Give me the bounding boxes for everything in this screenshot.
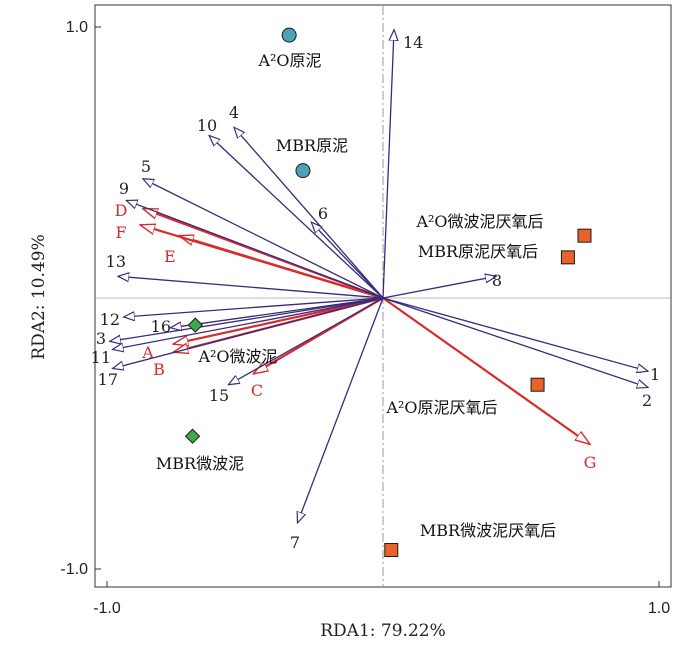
samples (184, 27, 592, 558)
x-tick-label: -1.0 (93, 600, 121, 617)
sample-marker-diamond (184, 428, 201, 444)
species-label-11: 11 (91, 348, 111, 367)
env-label-d: D (115, 201, 128, 220)
species-label-14: 14 (403, 33, 423, 52)
y-tick-label: -1.0 (60, 561, 88, 578)
env-label-a: A (141, 343, 154, 362)
species-arrow-1 (382, 297, 648, 371)
species-arrow-8 (382, 276, 496, 299)
species-arrow-16 (170, 297, 384, 328)
point-labels: 1234567891011121314151617ABCDEFGA²O原泥MBR… (91, 33, 661, 552)
species-arrow-15 (228, 297, 384, 385)
env-arrow-a (173, 296, 384, 344)
sample-label: MBR原泥厌氧后 (418, 242, 538, 261)
species-arrow-4 (234, 127, 384, 299)
sample-marker-circle (281, 27, 297, 43)
env-label-c: C (251, 381, 263, 400)
y-axis-label: RDA2: 10.49% (29, 234, 49, 359)
species-label-1: 1 (650, 365, 660, 384)
species-arrow-17 (113, 297, 384, 368)
axis-ticks: -1.0 1.0 1.0 -1.0 (60, 19, 670, 617)
species-label-17: 17 (98, 370, 118, 389)
species-label-4: 4 (229, 103, 239, 122)
env-label-f: F (115, 223, 126, 242)
species-label-5: 5 (141, 157, 151, 176)
sample-label: A²O原泥厌氧后 (385, 398, 497, 417)
species-label-2: 2 (642, 391, 652, 410)
sample-marker-square (384, 543, 399, 558)
species-arrow-11 (113, 297, 384, 349)
env-label-g: G (584, 453, 597, 472)
species-label-8: 8 (492, 271, 502, 290)
species-arrow-9 (126, 200, 384, 299)
species-arrow-12 (124, 297, 384, 317)
species-label-13: 13 (106, 252, 126, 271)
sample-marker-diamond (187, 317, 204, 333)
species-arrow-2 (382, 297, 648, 387)
sample-label: A²O原泥 (257, 51, 321, 70)
env-arrow-f (140, 225, 384, 300)
sample-marker-square (530, 377, 545, 392)
species-label-12: 12 (100, 310, 120, 329)
species-arrow-3 (110, 297, 384, 341)
sample-label: MBR微波泥 (156, 454, 244, 473)
y-tick-label: 1.0 (66, 19, 88, 36)
species-arrow-7 (297, 297, 384, 523)
species-arrow-14 (382, 30, 394, 299)
env-arrow-g (382, 297, 590, 444)
species-arrows (110, 30, 648, 523)
species-label-3: 3 (96, 329, 106, 348)
species-label-7: 7 (290, 533, 300, 552)
species-arrow-10 (209, 135, 384, 299)
sample-label: MBR原泥 (276, 136, 348, 155)
sample-marker-square (577, 228, 592, 243)
plot-frame (94, 4, 672, 588)
species-arrow-6 (311, 222, 384, 299)
sample-label: A²O微波泥厌氧后 (415, 212, 543, 231)
env-label-b: B (153, 360, 165, 379)
x-axis-label: RDA1: 79.22% (320, 621, 445, 641)
species-arrow-5 (143, 179, 384, 299)
env-label-e: E (164, 247, 176, 266)
sample-marker-circle (295, 163, 311, 179)
x-tick-label: 1.0 (648, 600, 670, 617)
species-label-6: 6 (318, 204, 328, 223)
species-label-15: 15 (209, 386, 229, 405)
sample-label: A²O微波泥 (197, 347, 277, 366)
species-arrow-13 (118, 276, 384, 299)
sample-marker-square (560, 250, 575, 265)
sample-label: MBR微波泥厌氧后 (420, 521, 556, 540)
species-label-9: 9 (119, 179, 129, 198)
species-label-10: 10 (197, 116, 217, 135)
species-label-16: 16 (151, 317, 171, 336)
